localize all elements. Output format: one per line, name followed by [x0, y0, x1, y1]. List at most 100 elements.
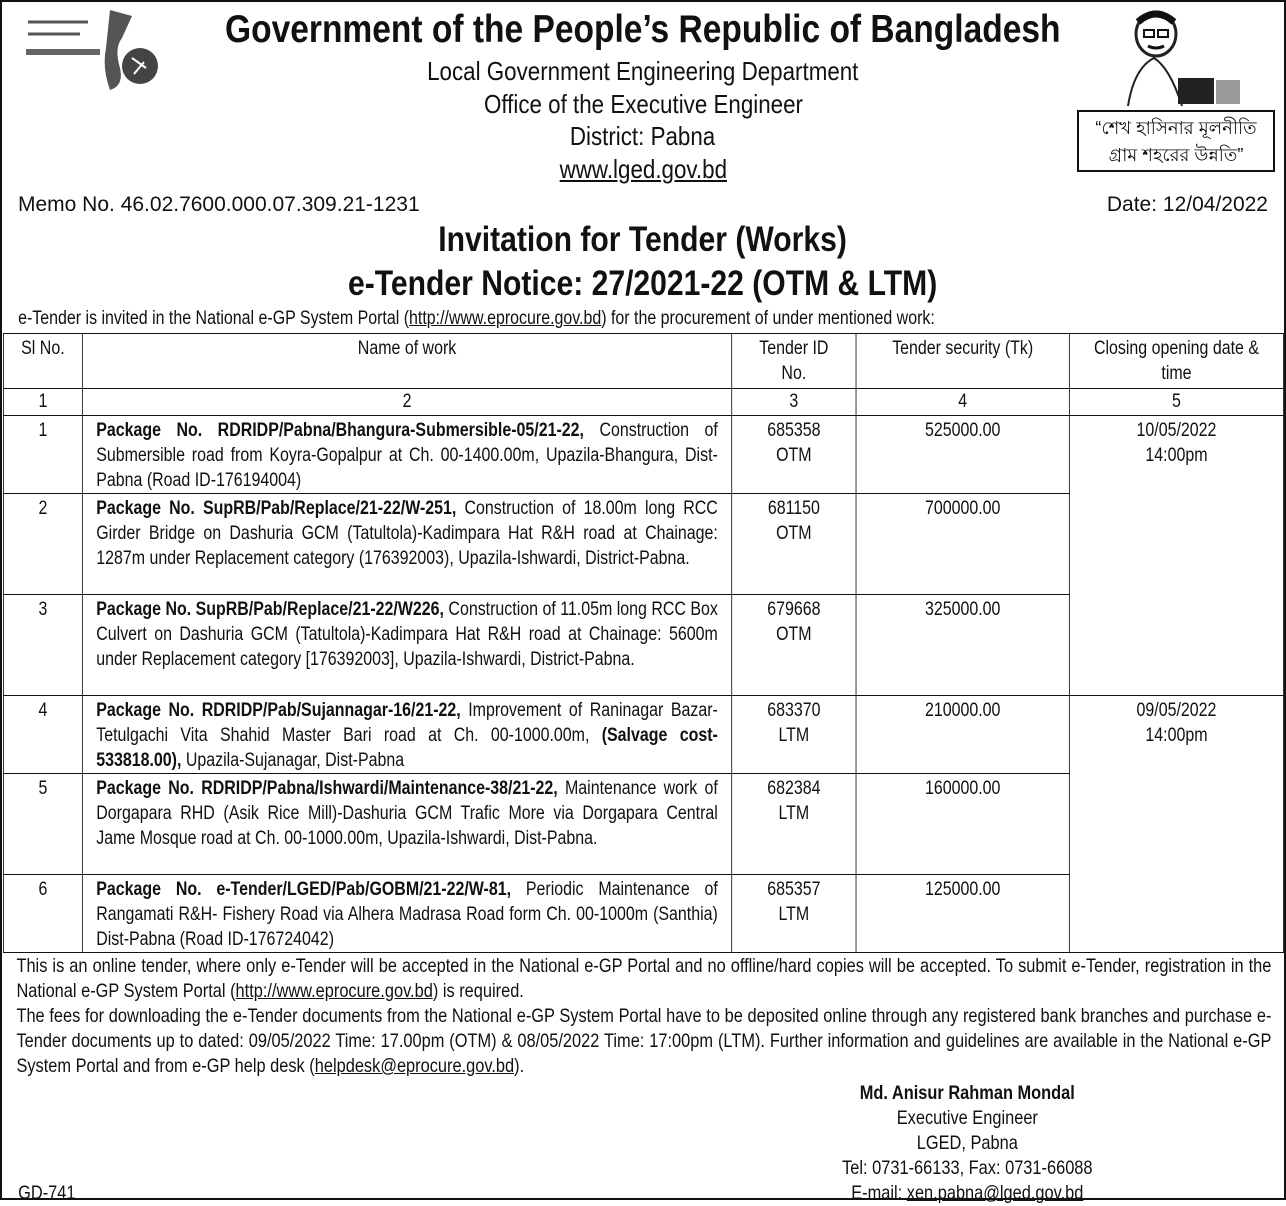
- serial-number: 6: [3, 874, 83, 953]
- tender-id-cell: 683370 LTM: [731, 695, 857, 774]
- office-name: Office of the Executive Engineer: [483, 89, 803, 119]
- government-title: Government of the People’s Republic of B…: [225, 8, 1061, 51]
- closing-date: 10/05/2022: [1136, 420, 1217, 441]
- tender-security: 125000.00: [855, 874, 1070, 953]
- slogan-line: “শেখ হাসিনার মূলনীতি: [1095, 118, 1257, 138]
- note-text: The fees for downloading the e-Tender do…: [16, 1005, 1272, 1077]
- tender-table: Sl No. Name of work Tender ID No. Tender…: [3, 333, 1284, 953]
- note-paragraph: The fees for downloading the e-Tender do…: [16, 1004, 1271, 1079]
- table-row: 5 Package No. RDRIDP/Pabna/Ishwardi/Maint…: [3, 773, 1283, 875]
- work-description: Construction of 18.00m long RCC Girder B…: [96, 498, 718, 569]
- tender-security: 700000.00: [855, 493, 1070, 595]
- name-of-work: Package No. RDRIDP/Pabna/Ishwardi/Mainte…: [81, 773, 733, 875]
- name-of-work: Package No. RDRIDP/Pab/Sujannagar-16/21-…: [81, 695, 733, 774]
- procurement-method: OTM: [776, 523, 812, 544]
- mujib-100-logo: [1127, 10, 1240, 107]
- serial-number: 4: [3, 695, 83, 774]
- tender-id: 685357: [767, 879, 821, 900]
- work-description: Periodic Maintenance of Rangamati R&H- F…: [96, 879, 718, 950]
- bangladesh-50-logo: [26, 10, 158, 90]
- serial-number: 2: [3, 493, 83, 595]
- signature-block: Md. Anisur Rahman Mondal Executive Engin…: [791, 1081, 1144, 1206]
- package-number: Package No. SupRB/Pab/Replace/21-22/W-25…: [96, 498, 457, 519]
- table-header-row: Sl No. Name of work Tender ID No. Tender…: [3, 333, 1284, 389]
- package-number: Package No. SupRB/Pab/Replace/21-22/W226…: [96, 599, 444, 620]
- col-number: 2: [81, 388, 733, 416]
- notes: This is an online tender, where only e-T…: [3, 953, 1283, 1079]
- note-text: This is an online tender, where only e-T…: [16, 955, 1272, 1002]
- slogan-box: “শেখ হাসিনার মূলনীতি গ্রাম শহরের উন্নতি”: [1077, 110, 1275, 172]
- note-text: ) is required.: [432, 980, 524, 1002]
- name-of-work: Package No. RDRIDP/Pabna/Bhangura-Submer…: [81, 415, 733, 494]
- tender-id: 682384: [767, 778, 821, 799]
- tender-id-cell: 679668 OTM: [731, 594, 857, 696]
- name-of-work: Package No. SupRB/Pab/Replace/21-22/W-25…: [81, 493, 733, 595]
- procurement-method: LTM: [778, 803, 810, 824]
- district-name: District: Pabna: [570, 121, 716, 151]
- tender-security: 525000.00: [855, 415, 1070, 494]
- tender-id-cell: 685358 OTM: [731, 415, 857, 494]
- signatory-email: E-mail: xen.pabna@lged.gov.bd: [791, 1181, 1144, 1206]
- website-link[interactable]: www.lged.gov.bd: [559, 154, 727, 184]
- column-number-row: 1 2 3 4 5: [3, 388, 1284, 416]
- signatory-office: LGED, Pabna: [916, 1132, 1018, 1154]
- intro-before: e-Tender is invited in the National e-GP…: [18, 308, 410, 329]
- slogan-line: গ্রাম শহরের উন্নতি”: [1108, 145, 1244, 165]
- signatory-email-link[interactable]: xen.pabna@lged.gov.bd: [906, 1182, 1084, 1204]
- procurement-method: OTM: [776, 624, 812, 645]
- table-row: 6 Package No. e-Tender/LGED/Pab/GOBM/21-2…: [3, 874, 1283, 953]
- col-number: 1: [3, 388, 83, 416]
- signatory-phone: Tel: 0731-66133, Fax: 0731-66088: [842, 1157, 1093, 1179]
- salvage-cost: (Salvage cost-533818.00),: [96, 725, 718, 771]
- helpdesk-email-link[interactable]: helpdesk@eprocure.gov.bd: [314, 1055, 515, 1077]
- table-row: 4 Package No. RDRIDP/Pab/Sujannagar-16/21…: [3, 695, 1284, 953]
- col-number: 3: [731, 388, 857, 416]
- tender-id: 681150: [767, 498, 820, 519]
- notice-body: e-Tender is invited in the National e-GP…: [3, 306, 1284, 1206]
- package-number: Package No. RDRIDP/Pabna/Bhangura-Submer…: [96, 420, 584, 441]
- signatory-name: Md. Anisur Rahman Mondal: [859, 1082, 1075, 1104]
- closing-time: 14:00pm: [1145, 445, 1208, 466]
- gd-number: GD-741: [18, 1182, 76, 1204]
- tender-id-cell: 681150 OTM: [731, 493, 857, 595]
- signatory-designation: Executive Engineer: [896, 1107, 1038, 1129]
- tender-id-cell: 682384 LTM: [731, 773, 857, 875]
- eprocure-link[interactable]: http://www.eprocure.gov.bd: [235, 980, 433, 1002]
- name-of-work: Package No. SupRB/Pab/Replace/21-22/W226…: [81, 594, 733, 696]
- header-tender-security: Tender security (Tk): [855, 333, 1070, 389]
- note-paragraph: This is an online tender, where only e-T…: [16, 954, 1271, 1004]
- serial-number: 1: [3, 415, 83, 494]
- notice-heading: Invitation for Tender (Works): [438, 220, 848, 259]
- table-row: 3 Package No. SupRB/Pab/Replace/21-22/W22…: [3, 594, 1283, 696]
- serial-number: 5: [3, 773, 83, 875]
- footer: GD-741 Md. Anisur Rahman Mondal Executiv…: [3, 1081, 1283, 1206]
- email-label: E-mail:: [851, 1182, 907, 1204]
- package-number: Package No. RDRIDP/Pab/Sujannagar-16/21-…: [96, 700, 461, 721]
- tender-security: 325000.00: [855, 594, 1070, 696]
- intro-after: ) for the procurement of under mentioned…: [601, 308, 935, 329]
- tender-security: 160000.00: [855, 773, 1070, 875]
- intro-text: e-Tender is invited in the National e-GP…: [3, 306, 1283, 332]
- closing-date-cell: 10/05/2022 14:00pm: [1068, 415, 1284, 696]
- memo-number: Memo No. 46.02.7600.000.07.309.21-1231: [18, 193, 420, 216]
- table-row: 2 Package No. SupRB/Pab/Replace/21-22/W-2…: [3, 493, 1283, 595]
- procurement-method: LTM: [778, 725, 810, 746]
- tender-id: 683370: [767, 700, 821, 721]
- table-row: 1 Package No. RDRIDP/Pabna/Bhangura-Subme…: [3, 415, 1284, 696]
- note-text: ).: [514, 1055, 525, 1077]
- notice-subheading: e-Tender Notice: 27/2021-22 (OTM & LTM): [348, 264, 938, 303]
- tender-security: 210000.00: [855, 695, 1070, 774]
- department-name: Local Government Engineering Department: [427, 56, 859, 86]
- work-description: Construction of Submersible road from Ko…: [96, 420, 718, 491]
- closing-time: 14:00pm: [1145, 725, 1208, 746]
- serial-number: 3: [3, 594, 83, 696]
- eprocure-link[interactable]: http://www.eprocure.gov.bd: [409, 308, 602, 329]
- header-name-of-work: Name of work: [81, 333, 733, 389]
- header-closing-date: Closing opening date & time: [1068, 333, 1284, 389]
- col-number: 5: [1068, 388, 1284, 416]
- header-sl: Sl No.: [3, 333, 83, 389]
- tender-id-cell: 685357 LTM: [731, 874, 857, 953]
- header-tender-id: Tender ID No.: [731, 333, 857, 389]
- col-number: 4: [855, 388, 1070, 416]
- work-description: Improvement of Raninagar Bazar-Tetulgach…: [96, 700, 718, 746]
